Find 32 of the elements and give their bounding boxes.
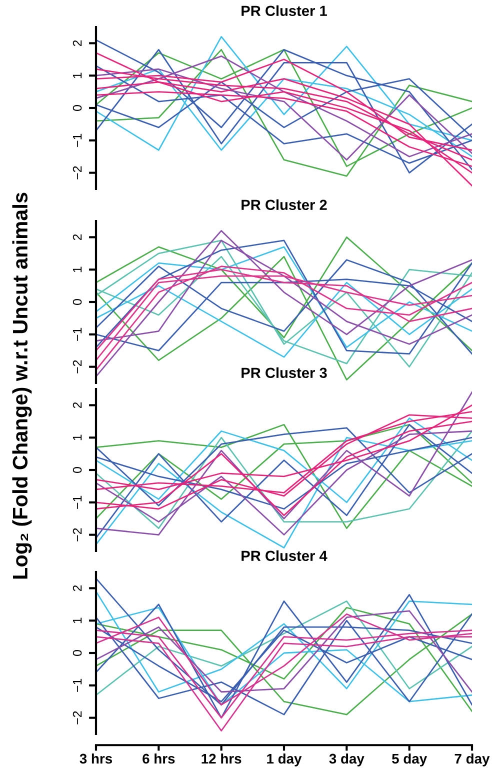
y-tick-label: 1 bbox=[73, 618, 82, 624]
y-tick-label: −2 bbox=[72, 360, 82, 374]
y-tick-label: 0 bbox=[72, 650, 82, 656]
x-tick-label: 7 day bbox=[454, 753, 490, 766]
y-tick-label: 2 bbox=[72, 234, 82, 240]
x-tick-label: 6 hrs bbox=[142, 753, 175, 764]
x-tick-label: 3 hrs bbox=[80, 753, 112, 764]
chart-title: PR Cluster 3 bbox=[242, 367, 327, 378]
y-tick-label: 0 bbox=[72, 299, 82, 305]
x-tick-label: 12 hrs bbox=[202, 753, 242, 764]
x-tick-label: 3 day bbox=[329, 753, 364, 766]
y-tick-label: 1 bbox=[73, 266, 82, 272]
chart-title: PR Cluster 1 bbox=[242, 5, 327, 16]
chart-title: PR Cluster 2 bbox=[242, 199, 327, 210]
y-tick-label: 0 bbox=[72, 105, 82, 111]
x-tick-label: 5 day bbox=[392, 753, 428, 766]
y-tick-label: −2 bbox=[72, 166, 82, 180]
x-tick-label: 1 day bbox=[267, 753, 302, 766]
y-tick-label: −2 bbox=[72, 711, 82, 724]
chart-title: PR Cluster 4 bbox=[242, 550, 328, 562]
y-tick-label: −1 bbox=[73, 328, 82, 341]
y-tick-label: 1 bbox=[73, 434, 82, 440]
y-tick-label: −1 bbox=[73, 678, 82, 692]
y-tick-label: 2 bbox=[72, 40, 82, 46]
y-tick-label: −1 bbox=[73, 496, 82, 509]
y-tick-label: 2 bbox=[72, 402, 82, 408]
y-axis-title: Log₂ (Fold Change) w.r.t Uncut animals bbox=[12, 192, 32, 579]
y-tick-label: −1 bbox=[73, 134, 82, 147]
y-tick-label: 2 bbox=[72, 585, 82, 592]
y-tick-label: 0 bbox=[72, 467, 82, 473]
y-tick-label: 1 bbox=[73, 72, 82, 78]
y-tick-label: −2 bbox=[72, 528, 82, 542]
